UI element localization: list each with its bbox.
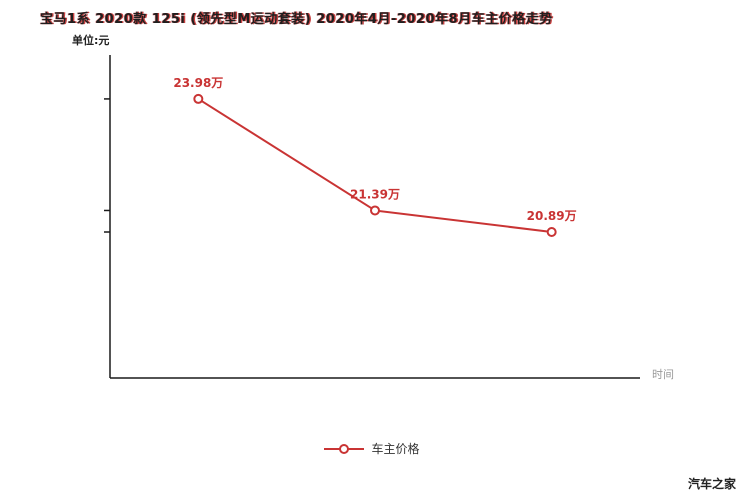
chart-title: 宝马1系 2020款 125i (领先型M运动套装) 2020年4月-2020年… <box>40 12 553 27</box>
data-point-label: 20.89万 <box>527 209 577 223</box>
site-watermark: 汽车之家 <box>687 477 736 491</box>
price-trend-chart: 23.98万 21.39万 20.89万 <box>104 55 640 379</box>
x-axis-label: 时间 <box>652 368 674 381</box>
data-point[interactable] <box>370 205 380 216</box>
data-point[interactable] <box>193 93 204 104</box>
legend-line-point-marker-icon <box>324 443 365 455</box>
legend-label: 车主价格 <box>371 442 420 456</box>
y-axis-unit-label: 单位:元 <box>72 34 110 47</box>
data-point-label: 23.98万 <box>173 76 223 90</box>
data-point[interactable] <box>546 227 557 238</box>
data-point-label: 21.39万 <box>350 187 400 201</box>
chart-legend: 车主价格 <box>0 440 744 457</box>
